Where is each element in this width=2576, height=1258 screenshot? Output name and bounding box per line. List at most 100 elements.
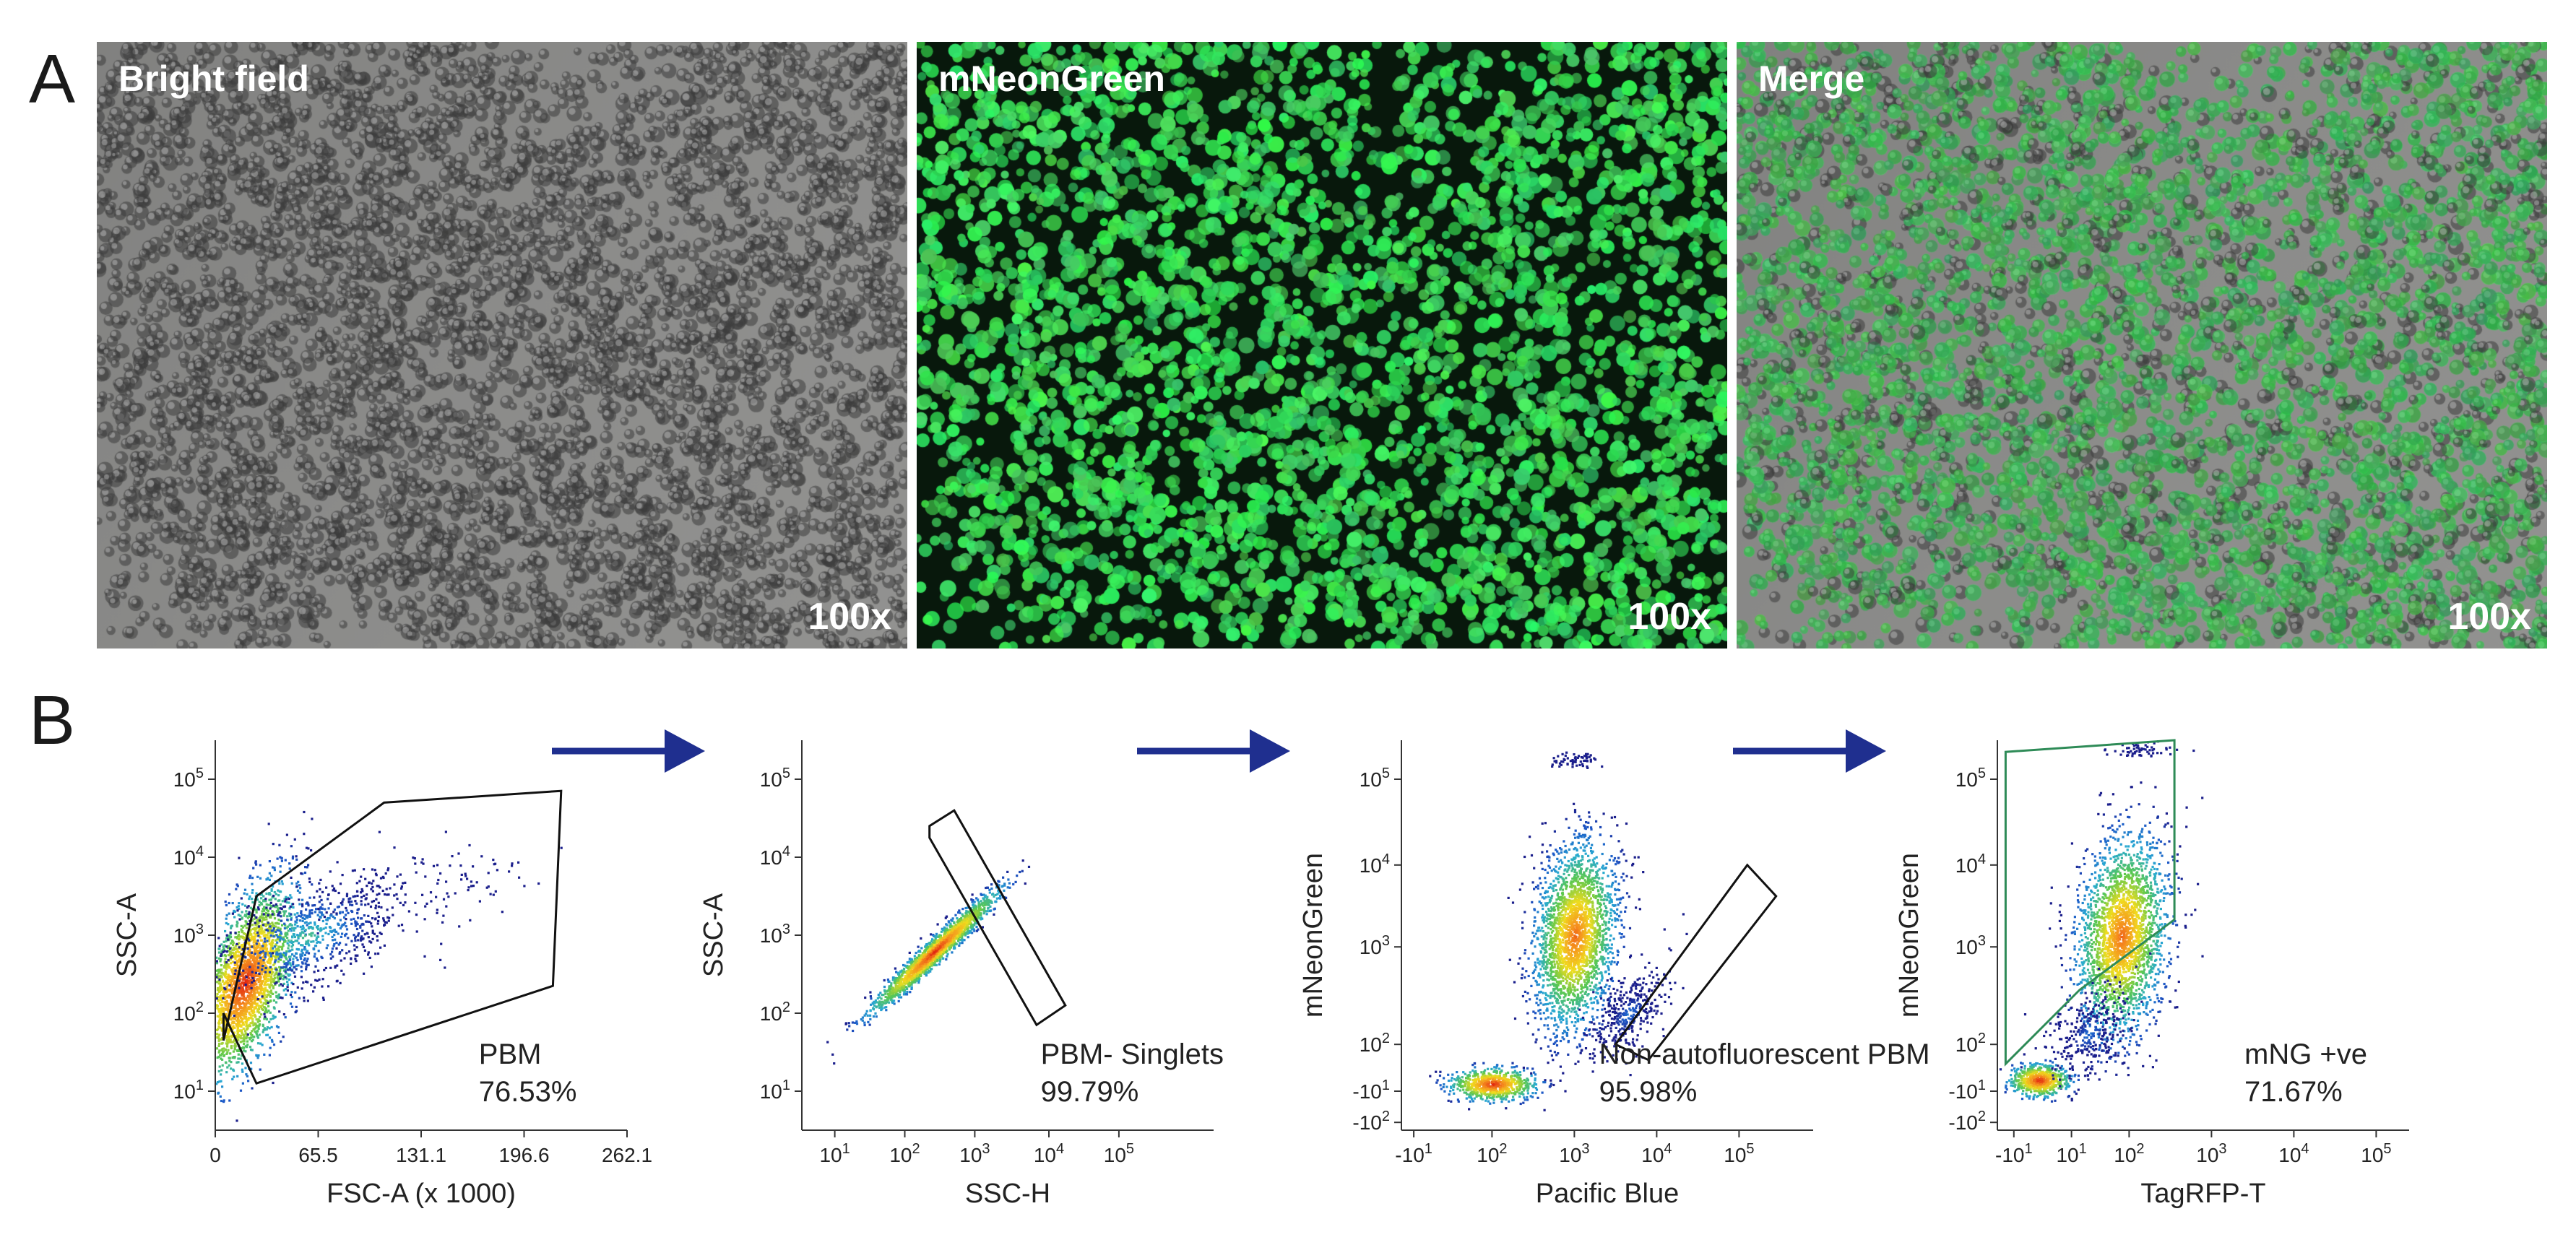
data-point xyxy=(314,921,316,924)
data-point xyxy=(269,962,272,965)
data-point xyxy=(221,986,224,989)
data-point xyxy=(315,908,318,911)
data-point xyxy=(265,928,268,932)
data-point xyxy=(894,991,897,994)
data-point xyxy=(336,906,339,908)
data-point xyxy=(924,969,927,972)
data-point xyxy=(480,855,483,858)
data-point xyxy=(234,1013,237,1016)
data-point xyxy=(301,962,304,965)
data-point xyxy=(288,862,291,865)
data-point xyxy=(511,864,514,867)
data-point xyxy=(290,969,294,972)
data-point xyxy=(277,978,280,981)
micro-magnification: 100x xyxy=(2447,596,2531,638)
data-point xyxy=(236,922,239,925)
data-point xyxy=(267,973,270,976)
data-point xyxy=(278,1010,281,1013)
data-point xyxy=(244,956,247,959)
data-point xyxy=(264,923,267,927)
data-point xyxy=(277,945,280,948)
data-point xyxy=(252,939,256,942)
data-point xyxy=(240,928,243,931)
data-point xyxy=(230,962,233,965)
data-point xyxy=(910,987,913,990)
data-point xyxy=(272,927,275,930)
data-point xyxy=(324,932,327,934)
data-point xyxy=(278,984,281,987)
data-point xyxy=(227,1040,230,1043)
gate-percent: 76.53% xyxy=(479,1076,577,1108)
data-point xyxy=(936,923,939,926)
data-point xyxy=(256,875,259,878)
data-point xyxy=(231,912,234,915)
data-point xyxy=(256,966,260,969)
data-point xyxy=(385,888,388,890)
data-point xyxy=(253,944,256,947)
micro-magnification: 100x xyxy=(808,596,891,638)
data-point xyxy=(238,937,241,940)
data-point xyxy=(275,930,277,933)
data-point xyxy=(262,942,265,945)
data-point xyxy=(249,1007,252,1010)
data-point xyxy=(354,895,357,898)
data-point xyxy=(285,950,288,953)
data-point xyxy=(270,970,273,973)
merge-image: Merge 100x xyxy=(1737,42,2547,648)
data-point xyxy=(277,947,280,950)
data-point xyxy=(373,869,376,872)
data-point xyxy=(307,940,310,942)
y-tick-label: 105 xyxy=(173,765,204,791)
data-point xyxy=(282,938,285,941)
data-point xyxy=(268,971,272,973)
data-point xyxy=(234,1042,237,1045)
data-point xyxy=(307,904,310,907)
data-point xyxy=(378,893,381,895)
data-point xyxy=(372,900,376,903)
data-point xyxy=(225,1039,228,1042)
data-point xyxy=(237,1061,240,1064)
data-point xyxy=(290,913,293,916)
data-point xyxy=(332,911,335,914)
data-point xyxy=(248,948,251,951)
data-point xyxy=(249,1049,253,1051)
data-point xyxy=(241,926,245,929)
data-point xyxy=(289,968,292,971)
data-point xyxy=(918,957,921,960)
data-point xyxy=(560,846,563,849)
data-point xyxy=(899,975,902,978)
data-point xyxy=(256,1054,259,1057)
data-point xyxy=(233,1056,235,1059)
data-point xyxy=(264,966,267,970)
data-point xyxy=(251,1038,254,1041)
data-point xyxy=(217,1023,220,1025)
data-point xyxy=(218,1042,221,1045)
data-point xyxy=(231,948,234,951)
data-point xyxy=(342,923,345,926)
data-point xyxy=(301,924,305,927)
data-point xyxy=(897,994,900,997)
data-point xyxy=(436,911,438,914)
data-point xyxy=(272,978,275,981)
data-point xyxy=(314,934,316,937)
data-point xyxy=(226,1051,229,1054)
data-point xyxy=(228,1099,231,1102)
data-point xyxy=(241,1021,244,1024)
data-point xyxy=(237,954,240,957)
data-point xyxy=(246,947,249,950)
data-point xyxy=(225,980,228,983)
data-point xyxy=(249,929,252,932)
data-point xyxy=(222,997,225,999)
data-point xyxy=(286,915,289,918)
data-point xyxy=(372,880,375,882)
data-point xyxy=(245,1025,248,1028)
data-point xyxy=(270,957,274,960)
data-point xyxy=(263,994,267,997)
data-point xyxy=(220,1073,222,1076)
data-point xyxy=(307,927,310,929)
data-point xyxy=(255,916,258,919)
data-point xyxy=(228,953,231,955)
data-point xyxy=(251,959,254,962)
data-point xyxy=(251,877,254,880)
data-point xyxy=(264,955,267,958)
